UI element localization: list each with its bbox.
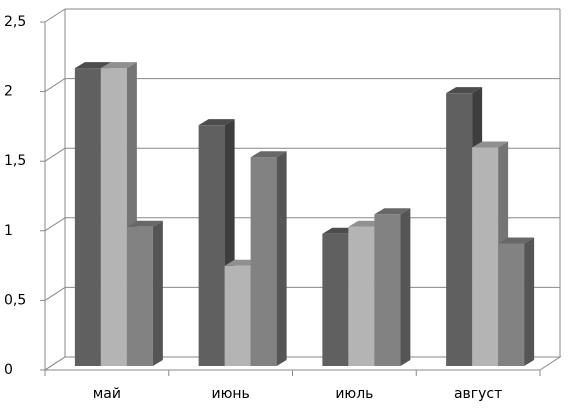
- y-tick-label: 1,5: [4, 153, 26, 169]
- grid-line: [44, 286, 66, 301]
- grid-line: [44, 147, 66, 162]
- y-tick-label: 2: [4, 84, 13, 100]
- bar-side: [524, 237, 535, 366]
- bar-top: [198, 119, 235, 126]
- bar-top: [498, 237, 535, 244]
- y-tick-label: 2,5: [4, 14, 26, 30]
- x-tick-label: май: [93, 386, 121, 402]
- bar-front: [198, 125, 225, 367]
- grid-line: [44, 8, 66, 23]
- bar-front: [472, 147, 499, 366]
- bar-side: [400, 208, 411, 366]
- bar-top: [472, 141, 509, 148]
- bar-front: [348, 226, 375, 366]
- bar-side: [152, 220, 163, 366]
- bar-top: [126, 220, 163, 227]
- bar-top: [250, 151, 287, 158]
- bar-front: [322, 233, 349, 366]
- bar-front: [100, 68, 127, 366]
- bar-top: [374, 208, 411, 215]
- bar-front: [374, 214, 401, 366]
- bar: [498, 237, 535, 366]
- bar-top: [74, 62, 111, 69]
- y-tick-label: 1: [4, 223, 13, 239]
- bar-front: [446, 93, 473, 366]
- x-tick-label: июль: [335, 386, 373, 402]
- bar-front: [224, 265, 251, 366]
- bar: [374, 208, 411, 366]
- bar: [198, 119, 235, 367]
- grid-line: [44, 356, 66, 371]
- bar: [250, 151, 287, 366]
- bar-top: [446, 87, 483, 94]
- grid-line: [44, 217, 66, 232]
- y-tick-label: 0,5: [4, 292, 26, 308]
- x-tick-label: август: [454, 386, 502, 402]
- bar-front: [126, 226, 153, 366]
- bar: [100, 62, 137, 366]
- bar-front: [74, 68, 101, 366]
- bar: [126, 220, 163, 366]
- bar-side: [276, 151, 287, 366]
- x-tick-label: июнь: [211, 386, 249, 402]
- bar-front: [250, 157, 277, 366]
- bar-top: [100, 62, 137, 69]
- y-tick-label: 0: [4, 362, 13, 378]
- bar-front: [498, 243, 525, 366]
- grid-line: [44, 78, 66, 93]
